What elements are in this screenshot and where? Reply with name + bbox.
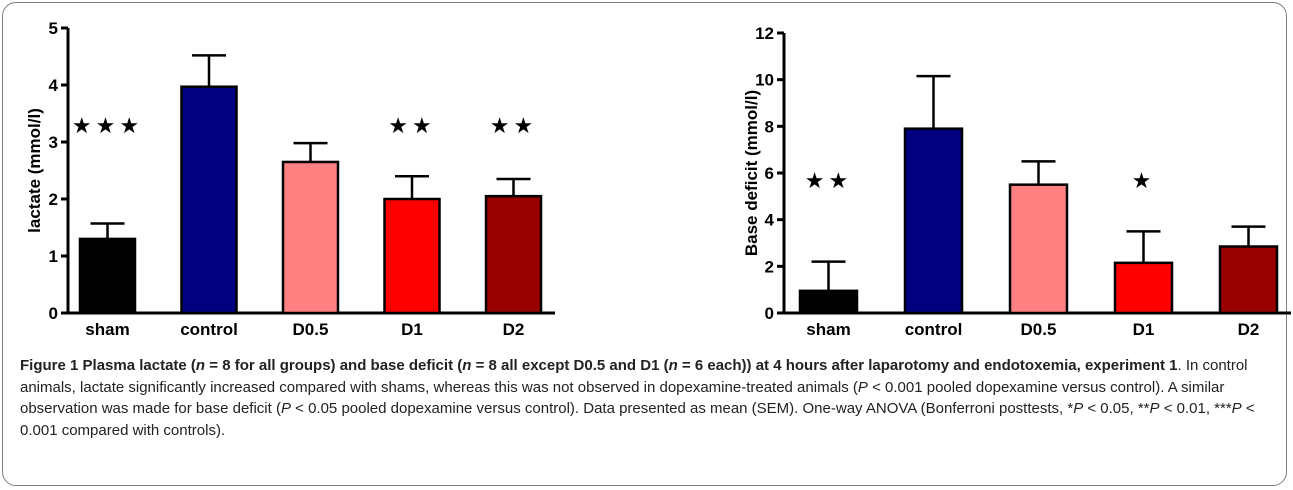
bar-sham: [78, 237, 137, 315]
x-tick-label: sham: [85, 320, 129, 339]
y-axis-label: Base deficit (mmol/l): [742, 90, 761, 256]
x-tick-label: sham: [806, 320, 850, 339]
y-tick-label: 3: [49, 133, 58, 152]
bar-d1: [1113, 261, 1174, 315]
y-tick-label: 4: [49, 76, 59, 95]
y-tick-label: 4: [765, 211, 775, 230]
bar-d05: [1008, 183, 1069, 315]
x-tick-label: D0.5: [293, 320, 329, 339]
y-tick-label: 0: [765, 304, 774, 323]
y-tick-label: 5: [49, 19, 58, 38]
bar-d1: [383, 197, 441, 315]
y-tick-label: 0: [49, 304, 58, 323]
y-tick-label: 2: [765, 257, 774, 276]
bar-sham: [798, 289, 859, 315]
significance-stars: ★★: [805, 169, 852, 194]
caption-body: . In control animals, lactate significan…: [20, 357, 1255, 439]
significance-stars: ★★★: [72, 114, 143, 139]
x-tick-label: D1: [1133, 320, 1155, 339]
bar-control: [903, 127, 964, 315]
y-tick-label: 10: [755, 71, 774, 90]
bar-d2: [484, 194, 543, 315]
x-tick-label: D2: [1238, 320, 1260, 339]
caption-fig-label: Figure 1: [20, 357, 79, 374]
y-tick-label: 12: [755, 24, 774, 43]
x-tick-label: control: [180, 320, 238, 339]
base-deficit-chart: Base deficit (mmol/l) 0 2 4 6 8 10 12 sham ★★ cont…: [742, 24, 1291, 339]
bar-d2: [1218, 245, 1279, 315]
x-tick-label: D1: [401, 320, 423, 339]
y-axis-label: lactate (mmol/l): [25, 108, 44, 233]
y-tick-label: 1: [49, 247, 58, 266]
significance-stars: ★★: [490, 114, 537, 139]
figure-caption: Figure 1 Plasma lactate (n = 8 for all g…: [20, 355, 1278, 441]
y-tick-label: 2: [49, 190, 58, 209]
bar-d05: [281, 160, 340, 315]
lactate-chart: lactate (mmol/l) 0 1 2 3 4 5 sham ★★★ control D0.5…: [25, 19, 555, 339]
y-tick-label: 8: [765, 117, 774, 136]
y-tick-label: 6: [765, 164, 774, 183]
caption-title: Figure 1 Plasma lactate (n = 8 for all g…: [20, 357, 1178, 374]
significance-stars: ★: [1132, 169, 1156, 194]
x-tick-label: D2: [503, 320, 525, 339]
x-tick-label: D0.5: [1021, 320, 1057, 339]
significance-stars: ★★: [388, 114, 435, 139]
x-tick-label: control: [905, 320, 963, 339]
bar-control: [180, 85, 238, 315]
